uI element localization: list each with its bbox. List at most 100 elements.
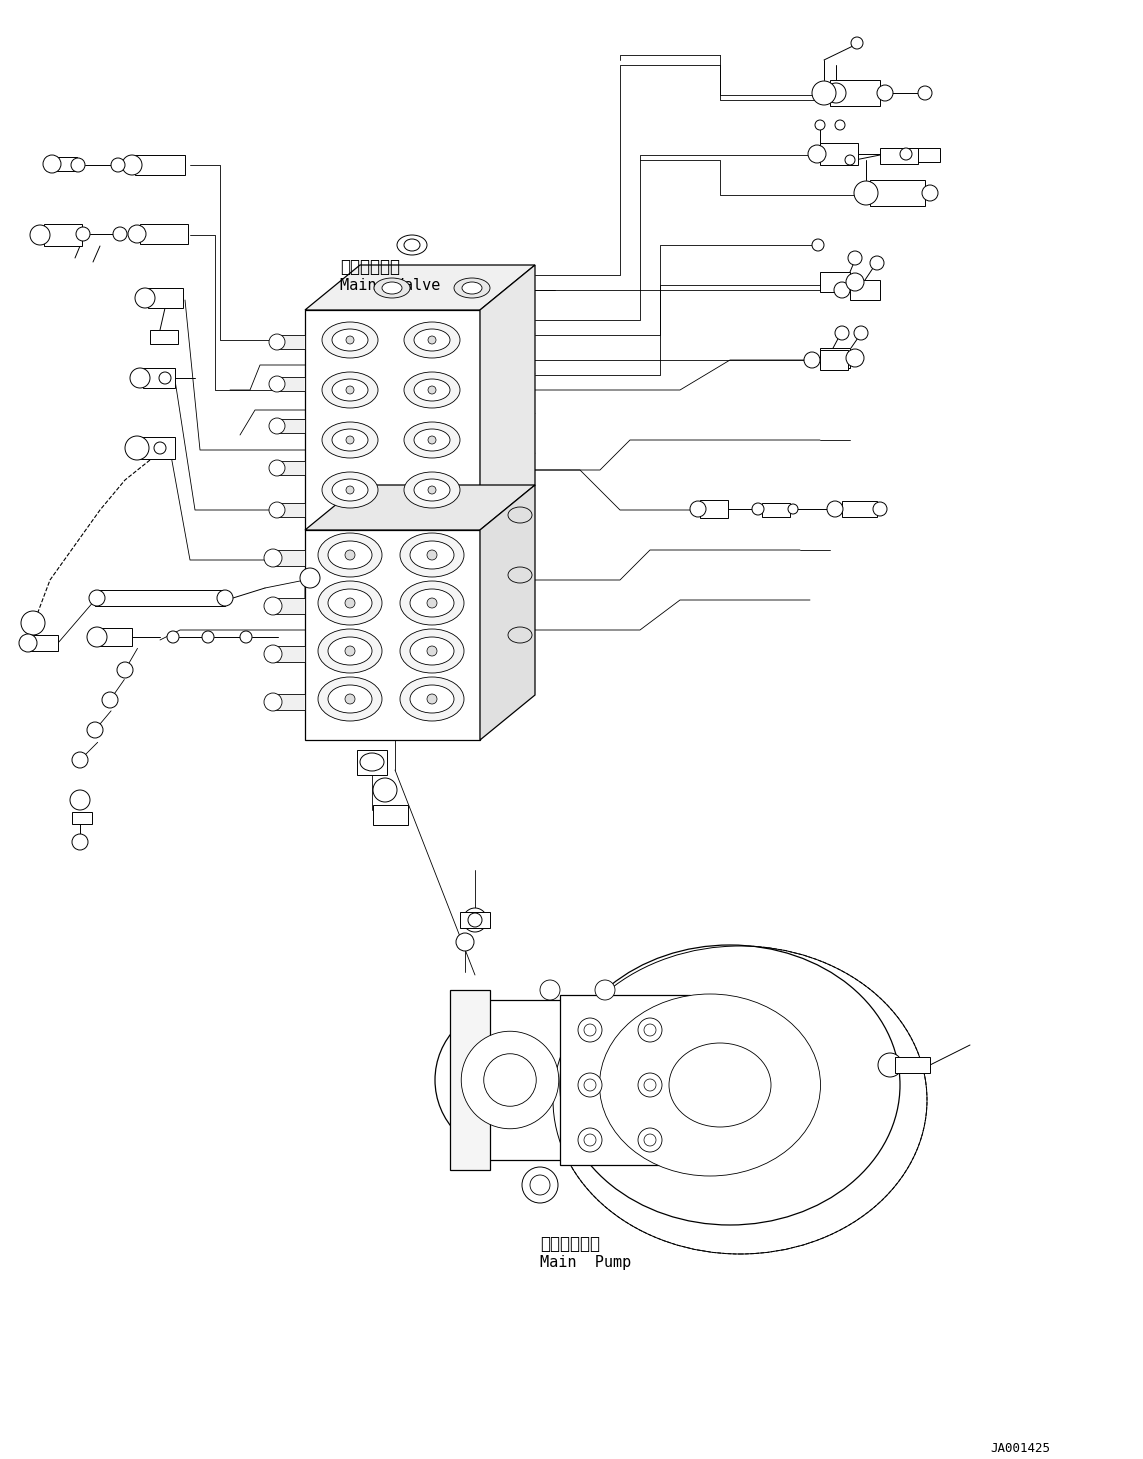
Circle shape — [854, 181, 878, 206]
Circle shape — [846, 349, 864, 368]
Bar — [820, 271, 850, 292]
Circle shape — [240, 630, 251, 643]
Circle shape — [345, 694, 355, 705]
Polygon shape — [305, 484, 535, 530]
Ellipse shape — [410, 589, 454, 617]
Circle shape — [878, 1053, 902, 1077]
Circle shape — [269, 376, 285, 392]
Circle shape — [427, 550, 437, 560]
Ellipse shape — [599, 994, 821, 1176]
Circle shape — [345, 550, 355, 560]
Circle shape — [788, 503, 798, 514]
Circle shape — [75, 228, 90, 241]
Circle shape — [87, 627, 107, 646]
Ellipse shape — [331, 479, 368, 500]
Circle shape — [346, 336, 354, 344]
Ellipse shape — [507, 627, 531, 643]
Circle shape — [644, 1134, 656, 1145]
Circle shape — [111, 158, 125, 172]
Ellipse shape — [322, 372, 378, 409]
Text: メインバルブ: メインバルブ — [339, 258, 400, 276]
Circle shape — [154, 442, 166, 454]
Ellipse shape — [454, 279, 490, 298]
Circle shape — [828, 500, 844, 516]
Circle shape — [346, 387, 354, 394]
Bar — [72, 813, 91, 824]
Circle shape — [264, 549, 282, 568]
Bar — [150, 330, 178, 344]
Circle shape — [269, 334, 285, 350]
Polygon shape — [305, 309, 480, 530]
Circle shape — [269, 502, 285, 518]
Bar — [700, 500, 728, 518]
Bar — [480, 999, 600, 1160]
Circle shape — [299, 568, 320, 588]
Polygon shape — [480, 484, 535, 740]
Bar — [43, 225, 82, 247]
Bar — [277, 336, 305, 349]
Circle shape — [70, 789, 90, 810]
Bar — [135, 155, 185, 175]
Circle shape — [269, 460, 285, 476]
Ellipse shape — [414, 429, 450, 451]
Circle shape — [873, 502, 887, 516]
Circle shape — [870, 255, 884, 270]
Ellipse shape — [328, 638, 371, 665]
Circle shape — [427, 387, 435, 394]
Bar — [139, 438, 175, 460]
Bar — [55, 158, 77, 171]
Circle shape — [89, 589, 105, 605]
Circle shape — [72, 835, 88, 851]
Circle shape — [427, 336, 435, 344]
Bar — [277, 376, 305, 391]
Circle shape — [269, 417, 285, 433]
Circle shape — [43, 155, 61, 174]
Circle shape — [264, 597, 282, 616]
Ellipse shape — [328, 589, 371, 617]
Circle shape — [217, 589, 233, 605]
Ellipse shape — [403, 322, 459, 357]
Circle shape — [125, 436, 149, 460]
Circle shape — [167, 630, 179, 643]
Bar — [870, 179, 925, 206]
Circle shape — [638, 1072, 662, 1097]
Circle shape — [128, 225, 146, 244]
Bar — [373, 805, 408, 824]
Ellipse shape — [331, 328, 368, 352]
Circle shape — [19, 635, 37, 652]
Bar — [147, 287, 183, 308]
Bar — [459, 912, 490, 928]
Polygon shape — [480, 266, 535, 530]
Circle shape — [346, 436, 354, 444]
Circle shape — [584, 1024, 596, 1036]
Bar — [277, 419, 305, 433]
Ellipse shape — [318, 581, 382, 624]
Bar — [910, 147, 940, 162]
Ellipse shape — [403, 473, 459, 508]
Circle shape — [427, 436, 435, 444]
Circle shape — [427, 694, 437, 705]
Circle shape — [812, 239, 824, 251]
Bar — [560, 995, 690, 1164]
Circle shape — [578, 1072, 602, 1097]
Circle shape — [815, 120, 825, 130]
Circle shape — [87, 722, 103, 738]
Circle shape — [854, 325, 868, 340]
Bar — [820, 143, 858, 165]
Circle shape — [638, 1018, 662, 1042]
Bar — [277, 503, 305, 516]
Polygon shape — [305, 266, 535, 309]
Circle shape — [804, 352, 820, 368]
Bar — [880, 147, 918, 163]
Ellipse shape — [328, 684, 371, 713]
Ellipse shape — [400, 629, 464, 673]
Text: Main  Pump: Main Pump — [539, 1255, 631, 1269]
Circle shape — [578, 1018, 602, 1042]
Ellipse shape — [400, 677, 464, 721]
Bar — [840, 82, 880, 104]
Polygon shape — [305, 530, 480, 740]
Ellipse shape — [360, 753, 384, 770]
Circle shape — [539, 980, 560, 999]
Ellipse shape — [414, 328, 450, 352]
Circle shape — [852, 36, 863, 50]
